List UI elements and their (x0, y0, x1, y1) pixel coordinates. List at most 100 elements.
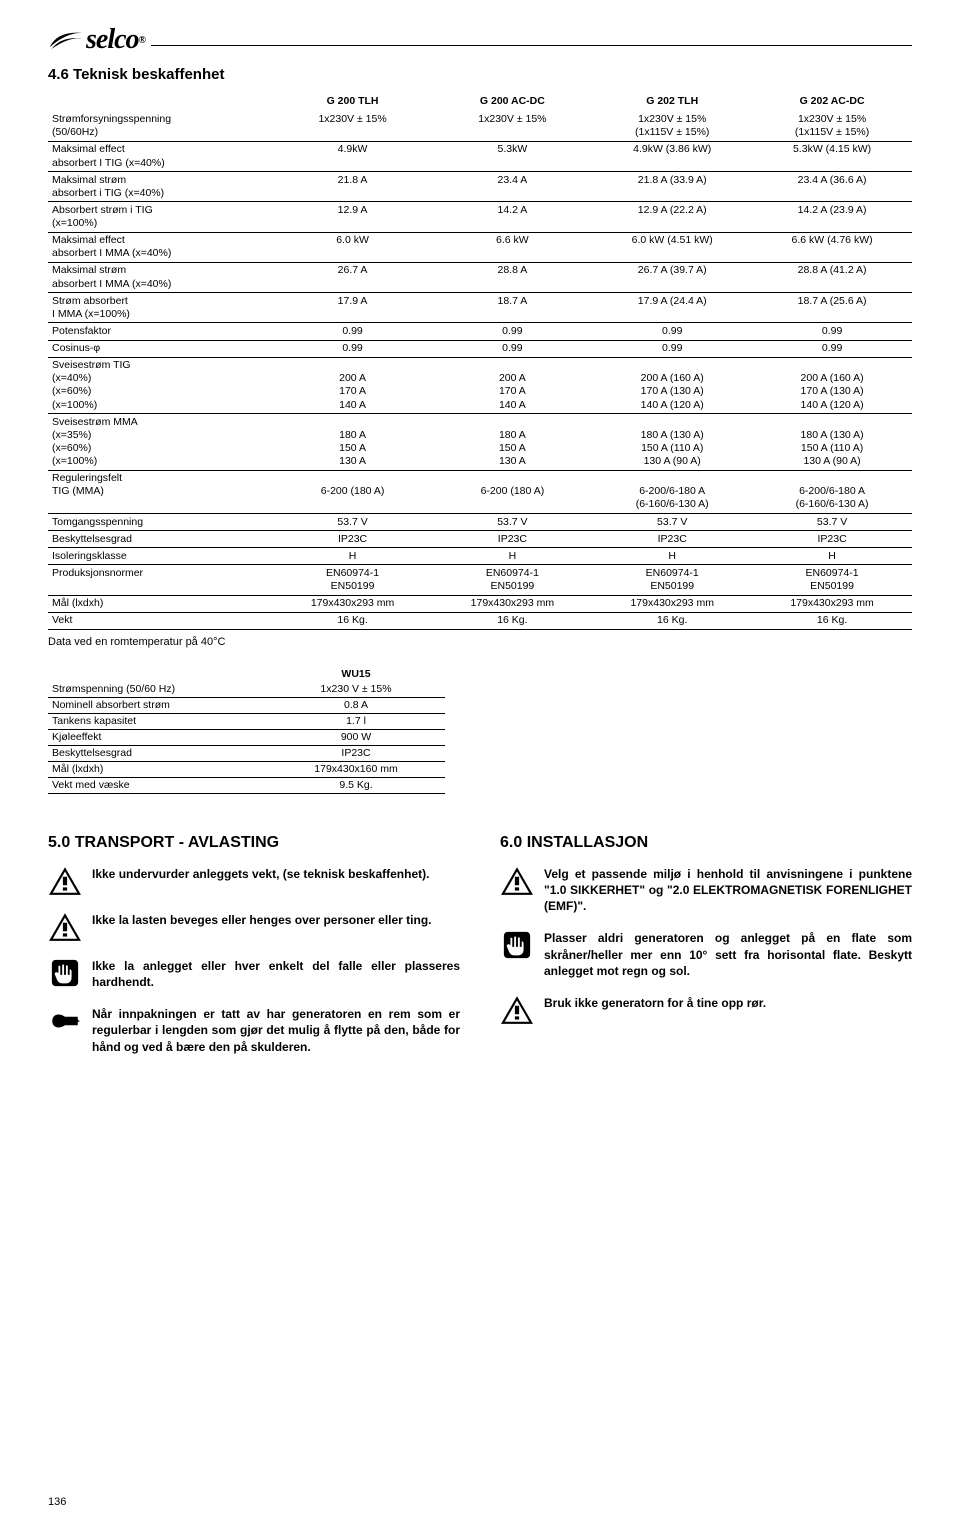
cell-value: 180 A (130 A)150 A (110 A)130 A (90 A) (592, 414, 752, 471)
column-header (48, 93, 273, 112)
wu-value: 0.8 A (267, 697, 446, 713)
row-label: Maksimal strømabsorbert i TIG (x=40%) (48, 172, 273, 202)
sections-5-6-container: 5.0 TRANSPORT - AVLASTING Ikke undervurde… (48, 834, 912, 1071)
cell-value: 16 Kg. (273, 612, 433, 629)
row-label: Vekt (48, 612, 273, 629)
notice-text: Velg et passende miljø i henhold til anv… (544, 866, 912, 915)
section-5: 5.0 TRANSPORT - AVLASTING Ikke undervurde… (48, 834, 460, 1071)
column-header: G 202 AC-DC (752, 93, 912, 112)
cell-value: 16 Kg. (592, 612, 752, 629)
cell-value: 1x230V ± 15%(1x115V ± 15%) (752, 112, 912, 142)
cell-value: 1x230V ± 15%(1x115V ± 15%) (592, 112, 752, 142)
cell-value: 53.7 V (432, 514, 592, 531)
wu-value: 1.7 l (267, 713, 446, 729)
column-header: G 200 TLH (273, 93, 433, 112)
cell-value: 53.7 V (752, 514, 912, 531)
header-rule (151, 45, 912, 46)
header-bar: selco® (48, 24, 912, 56)
cell-value: 23.4 A (36.6 A) (752, 172, 912, 202)
cell-value: H (592, 548, 752, 565)
logo-swoosh-icon (48, 29, 84, 51)
row-label: ReguleringsfeltTIG (MMA) (48, 470, 273, 513)
page-number: 136 (48, 1496, 66, 1508)
cell-value: 200 A (160 A)170 A (130 A)140 A (120 A) (752, 357, 912, 414)
row-label: Mål (lxdxh) (48, 595, 273, 612)
notice-text: Bruk ikke generatorn for å tine opp rør. (544, 995, 766, 1011)
row-label: Produksjonsnormer (48, 565, 273, 595)
cell-value: 0.99 (592, 323, 752, 340)
row-label: Isoleringsklasse (48, 548, 273, 565)
section-heading: 5.0 TRANSPORT - AVLASTING (48, 834, 460, 852)
cell-value: IP23C (273, 531, 433, 548)
hand-icon (48, 958, 82, 988)
cell-value: EN60974-1EN50199 (752, 565, 912, 595)
wu-value: 1x230 V ± 15% (267, 682, 446, 698)
cell-value: 0.99 (592, 340, 752, 357)
cell-value: 17.9 A (273, 293, 433, 323)
wu-label: Tankens kapasitet (48, 713, 267, 729)
wu-label: Kjøleeffekt (48, 729, 267, 745)
cell-value: 180 A150 A130 A (273, 414, 433, 471)
wu-header: WU15 (267, 666, 446, 682)
cell-value: 28.8 A (432, 262, 592, 292)
cell-value: H (752, 548, 912, 565)
cell-value: 179x430x293 mm (432, 595, 592, 612)
cell-value: 23.4 A (432, 172, 592, 202)
cell-value: 5.3kW (432, 141, 592, 171)
notice-item: Ikke undervurder anleggets vekt, (se tek… (48, 866, 460, 896)
notice-text: Når innpakningen er tatt av har generato… (92, 1006, 460, 1055)
wu-label: Strømspenning (50/60 Hz) (48, 682, 267, 698)
cell-value: 12.9 A (273, 202, 433, 232)
row-label: Strømforsyningsspenning(50/60Hz) (48, 112, 273, 142)
logo-text: selco (86, 24, 139, 56)
cell-value: EN60974-1EN50199 (273, 565, 433, 595)
cell-value: 0.99 (432, 340, 592, 357)
temperature-note: Data ved en romtemperatur på 40°C (48, 636, 912, 648)
cell-value: 1x230V ± 15% (432, 112, 592, 142)
notice-text: Plasser aldri generatoren og anlegget på… (544, 930, 912, 979)
wu-value: 9.5 Kg. (267, 777, 446, 793)
cell-value: 18.7 A (432, 293, 592, 323)
wu-label: Mål (lxdxh) (48, 761, 267, 777)
warning-icon (500, 995, 534, 1025)
cell-value: 16 Kg. (432, 612, 592, 629)
section-heading: 6.0 INSTALLASJON (500, 834, 912, 852)
cell-value: 17.9 A (24.4 A) (592, 293, 752, 323)
row-label: Tomgangsspenning (48, 514, 273, 531)
warning-icon (48, 912, 82, 942)
cell-value: IP23C (752, 531, 912, 548)
notice-item: Bruk ikke generatorn for å tine opp rør. (500, 995, 912, 1025)
cell-value: 0.99 (273, 323, 433, 340)
row-label: Potensfaktor (48, 323, 273, 340)
cell-value: 0.99 (273, 340, 433, 357)
row-label: Maksimal effectabsorbert I TIG (x=40%) (48, 141, 273, 171)
notice-text: Ikke la anlegget eller hver enkelt del f… (92, 958, 460, 990)
row-label: Absorbert strøm i TIG(x=100%) (48, 202, 273, 232)
cell-value: 6-200 (180 A) (273, 470, 433, 513)
column-header: G 200 AC-DC (432, 93, 592, 112)
cell-value: IP23C (592, 531, 752, 548)
wu-value: 900 W (267, 729, 446, 745)
logo: selco® (48, 24, 145, 56)
cell-value: 200 A170 A140 A (432, 357, 592, 414)
cell-value: 6-200 (180 A) (432, 470, 592, 513)
column-header: G 202 TLH (592, 93, 752, 112)
notice-item: Plasser aldri generatoren og anlegget på… (500, 930, 912, 979)
cell-value: 6.6 kW (4.76 kW) (752, 232, 912, 262)
cell-value: 6.0 kW (4.51 kW) (592, 232, 752, 262)
cell-value: 16 Kg. (752, 612, 912, 629)
wu-label: Nominell absorbert strøm (48, 697, 267, 713)
section-6: 6.0 INSTALLASJON Velg et passende miljø i… (500, 834, 912, 1071)
wu-value: 179x430x160 mm (267, 761, 446, 777)
notice-item: Når innpakningen er tatt av har generato… (48, 1006, 460, 1055)
cell-value: 53.7 V (592, 514, 752, 531)
cell-value: 53.7 V (273, 514, 433, 531)
cell-value: 1x230V ± 15% (273, 112, 433, 142)
cell-value: 28.8 A (41.2 A) (752, 262, 912, 292)
cell-value: 180 A150 A130 A (432, 414, 592, 471)
row-label: Sveisestrøm MMA(x=35%)(x=60%)(x=100%) (48, 414, 273, 471)
wu-value: IP23C (267, 745, 446, 761)
wu-label: Vekt med væske (48, 777, 267, 793)
row-label: Beskyttelsesgrad (48, 531, 273, 548)
row-label: Maksimal strømabsorbert I MMA (x=40%) (48, 262, 273, 292)
